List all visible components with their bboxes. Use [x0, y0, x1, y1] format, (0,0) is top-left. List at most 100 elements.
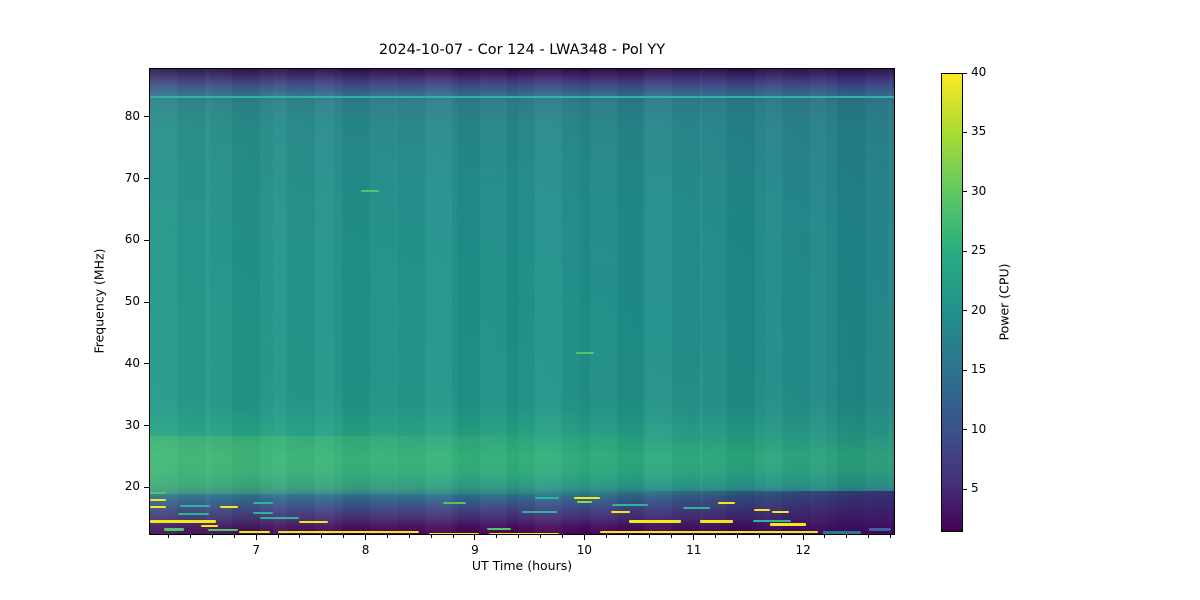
x-minor-tick	[190, 535, 192, 538]
rfi-streak	[150, 95, 894, 98]
y-major-tick	[144, 425, 149, 427]
rfi-streak	[682, 506, 711, 509]
rfi-streak	[277, 531, 420, 534]
rfi-streak	[220, 505, 238, 508]
y-tick-label: 70	[124, 170, 140, 185]
rfi-streak	[428, 532, 480, 534]
x-minor-tick	[715, 535, 717, 538]
rfi-streak	[822, 530, 861, 534]
x-minor-tick	[540, 535, 542, 538]
colorbar-tick	[963, 72, 967, 74]
y-tick-label: 80	[124, 108, 140, 123]
rfi-streak	[179, 504, 211, 507]
colorbar	[941, 73, 963, 532]
x-tick-label: 9	[471, 543, 479, 557]
rfi-streak	[700, 520, 733, 524]
x-minor-tick	[299, 535, 301, 538]
colorbar-tick	[963, 310, 967, 312]
y-tick-label: 40	[124, 355, 140, 370]
bottom-right-dark-band	[150, 491, 894, 534]
y-major-tick	[144, 363, 149, 365]
x-minor-tick	[780, 535, 782, 538]
x-major-tick	[802, 535, 804, 540]
x-minor-tick	[321, 535, 323, 538]
x-minor-tick	[846, 535, 848, 538]
x-major-tick	[474, 535, 476, 540]
rfi-streak	[260, 517, 299, 520]
x-axis-label: UT Time (hours)	[471, 558, 573, 573]
y-axis-label: Frequency (MHz)	[91, 248, 107, 354]
x-minor-tick	[627, 535, 629, 538]
rfi-streak	[178, 512, 210, 515]
x-major-tick	[693, 535, 695, 540]
rfi-streak	[486, 528, 511, 531]
x-major-tick	[583, 535, 585, 540]
x-minor-tick	[605, 535, 607, 538]
x-minor-tick	[561, 535, 563, 538]
rfi-streak	[150, 520, 216, 524]
x-minor-tick	[824, 535, 826, 538]
rfi-streak	[150, 498, 167, 501]
colorbar-tick	[963, 488, 967, 490]
rfi-streak	[201, 525, 218, 528]
rfi-streak	[298, 520, 329, 523]
x-minor-tick	[671, 535, 673, 538]
rfi-streak	[164, 528, 184, 532]
colorbar-tick-label: 15	[971, 362, 987, 377]
rfi-streak	[521, 510, 557, 513]
rfi-streak	[489, 533, 560, 534]
x-minor-tick	[430, 535, 432, 538]
rfi-streak	[576, 501, 592, 504]
x-minor-tick	[518, 535, 520, 538]
colorbar-tick-label: 5	[971, 481, 979, 496]
x-tick-label: 12	[795, 543, 811, 557]
colorbar-tick	[963, 429, 967, 431]
rfi-streak	[752, 520, 791, 523]
x-minor-tick	[649, 535, 651, 538]
colorbar-tick	[963, 369, 967, 371]
rfi-streak	[443, 502, 467, 505]
y-major-tick	[144, 116, 149, 118]
time-gradient-tint	[150, 69, 894, 534]
rfi-streak	[361, 189, 379, 192]
colorbar-tick-label: 35	[971, 124, 987, 139]
x-minor-tick	[277, 535, 279, 538]
x-minor-tick	[868, 535, 870, 538]
rfi-streak	[717, 501, 736, 504]
x-minor-tick	[211, 535, 213, 538]
colorbar-label: Power (CPU)	[996, 263, 1012, 341]
ionospheric-green-band	[150, 436, 894, 494]
x-tick-label: 10	[576, 543, 592, 557]
rfi-streak	[575, 352, 595, 355]
x-major-tick	[255, 535, 257, 540]
x-minor-tick	[168, 535, 170, 538]
x-minor-tick	[386, 535, 388, 538]
y-major-tick	[144, 486, 149, 488]
rfi-streak	[770, 523, 807, 527]
spectrogram-heatmap	[149, 68, 895, 535]
colorbar-tick	[963, 131, 967, 133]
time-column-texture	[150, 69, 894, 534]
x-major-tick	[365, 535, 367, 540]
rfi-streak	[629, 519, 681, 523]
colorbar-tick-label: 40	[971, 65, 987, 79]
rfi-streak	[535, 496, 560, 499]
x-minor-tick	[890, 535, 892, 538]
rfi-streak	[252, 511, 273, 514]
rfi-streak	[868, 527, 891, 531]
colorbar-tick-label: 25	[971, 243, 987, 258]
rfi-streak	[150, 492, 167, 495]
rfi-streak	[574, 496, 600, 499]
x-minor-tick	[452, 535, 454, 538]
y-major-tick	[144, 239, 149, 241]
rfi-streak	[238, 531, 271, 534]
rfi-streak	[252, 502, 273, 505]
colorbar-tick-label: 30	[971, 183, 987, 198]
x-minor-tick	[343, 535, 345, 538]
colorbar-tick	[963, 250, 967, 252]
rfi-streak	[753, 509, 771, 512]
x-minor-tick	[758, 535, 760, 538]
x-minor-tick	[233, 535, 235, 538]
x-minor-tick	[408, 535, 410, 538]
colorbar-tick	[963, 191, 967, 193]
